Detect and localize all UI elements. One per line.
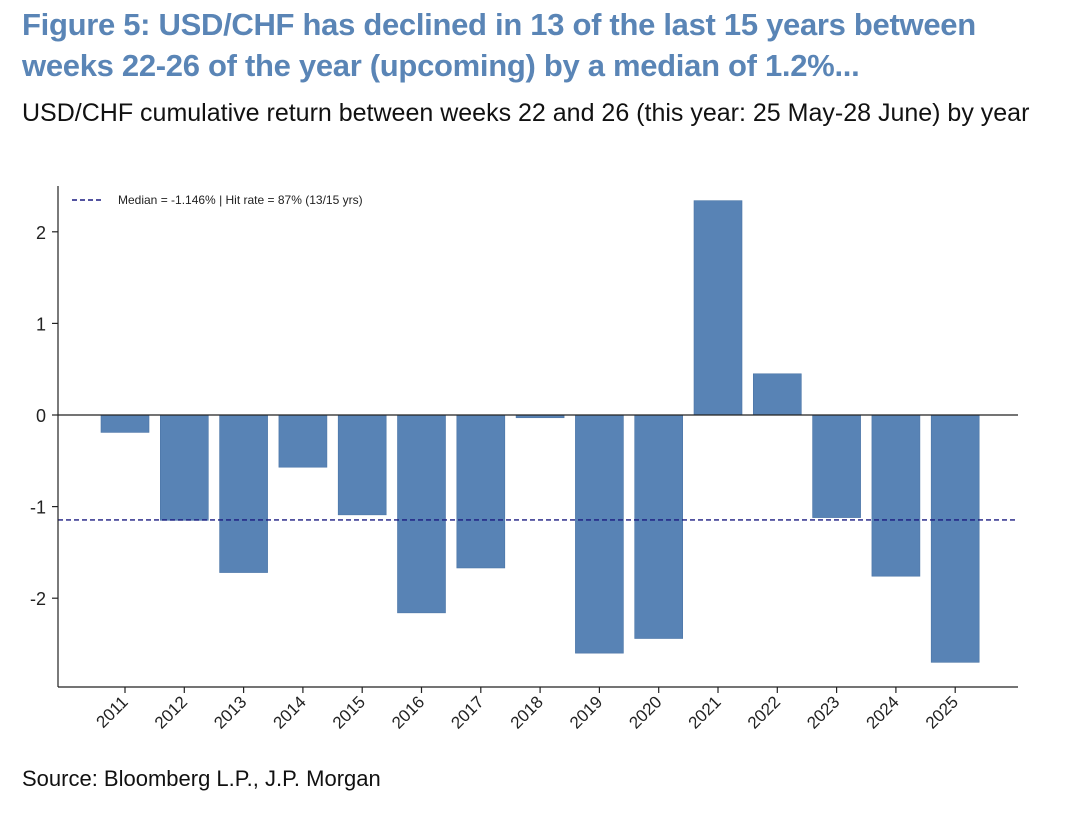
y-tick-label: -1: [30, 498, 46, 518]
bar-2023: [812, 414, 861, 518]
x-tick-label: 2016: [388, 692, 428, 732]
y-tick-label: 1: [36, 314, 46, 334]
bar-2011: [100, 414, 150, 433]
bar-2015: [337, 414, 387, 516]
chart-title: Figure 5: USD/CHF has declined in 13 of …: [22, 7, 976, 83]
y-tick-label: -2: [30, 589, 46, 609]
source-note: Source: Bloomberg L.P., J.P. Morgan: [22, 766, 381, 791]
legend: Median = -1.146% | Hit rate = 87% (13/15…: [72, 193, 363, 207]
bar-2016: [397, 414, 446, 614]
bar-2022: [752, 373, 802, 416]
x-tick-label: 2019: [566, 692, 606, 732]
x-tick-label: 2011: [93, 692, 132, 731]
y-tick-label: 0: [36, 406, 46, 426]
bar-2020: [634, 414, 684, 639]
x-tick-label: 2021: [685, 692, 725, 732]
bar-2019: [575, 414, 624, 654]
ticks-layer: -2 -1 0 1 2 2011 2012 2013 2014 2015 2016 2017 2018 2…: [30, 223, 962, 733]
bar-2014: [278, 414, 328, 468]
x-tick-label: 2017: [447, 692, 487, 732]
x-tick-label: 2012: [151, 692, 191, 732]
y-tick-label: 2: [36, 223, 46, 243]
x-tick-label: 2013: [210, 692, 250, 732]
bar-2024: [871, 414, 921, 577]
chart-subtitle: USD/CHF cumulative return between weeks …: [22, 99, 1030, 127]
x-tick-label: 2023: [803, 692, 843, 732]
bar-2025: [930, 414, 980, 663]
x-tick-label: 2018: [507, 692, 547, 732]
bar-2017: [456, 414, 506, 569]
bar-2012: [160, 414, 209, 521]
x-tick-label: 2015: [329, 692, 369, 732]
bar-2013: [219, 414, 268, 573]
x-tick-label: 2024: [863, 692, 903, 732]
bar-2021: [693, 200, 743, 416]
lines-layer: [57, 186, 1018, 688]
x-tick-label: 2020: [625, 692, 665, 732]
x-tick-label: 2025: [922, 692, 962, 732]
legend-median-label: Median = -1.146% | Hit rate = 87% (13/15…: [118, 193, 363, 207]
bars-layer: [100, 200, 980, 663]
x-tick-label: 2014: [270, 692, 310, 732]
x-tick-label: 2022: [744, 692, 784, 732]
